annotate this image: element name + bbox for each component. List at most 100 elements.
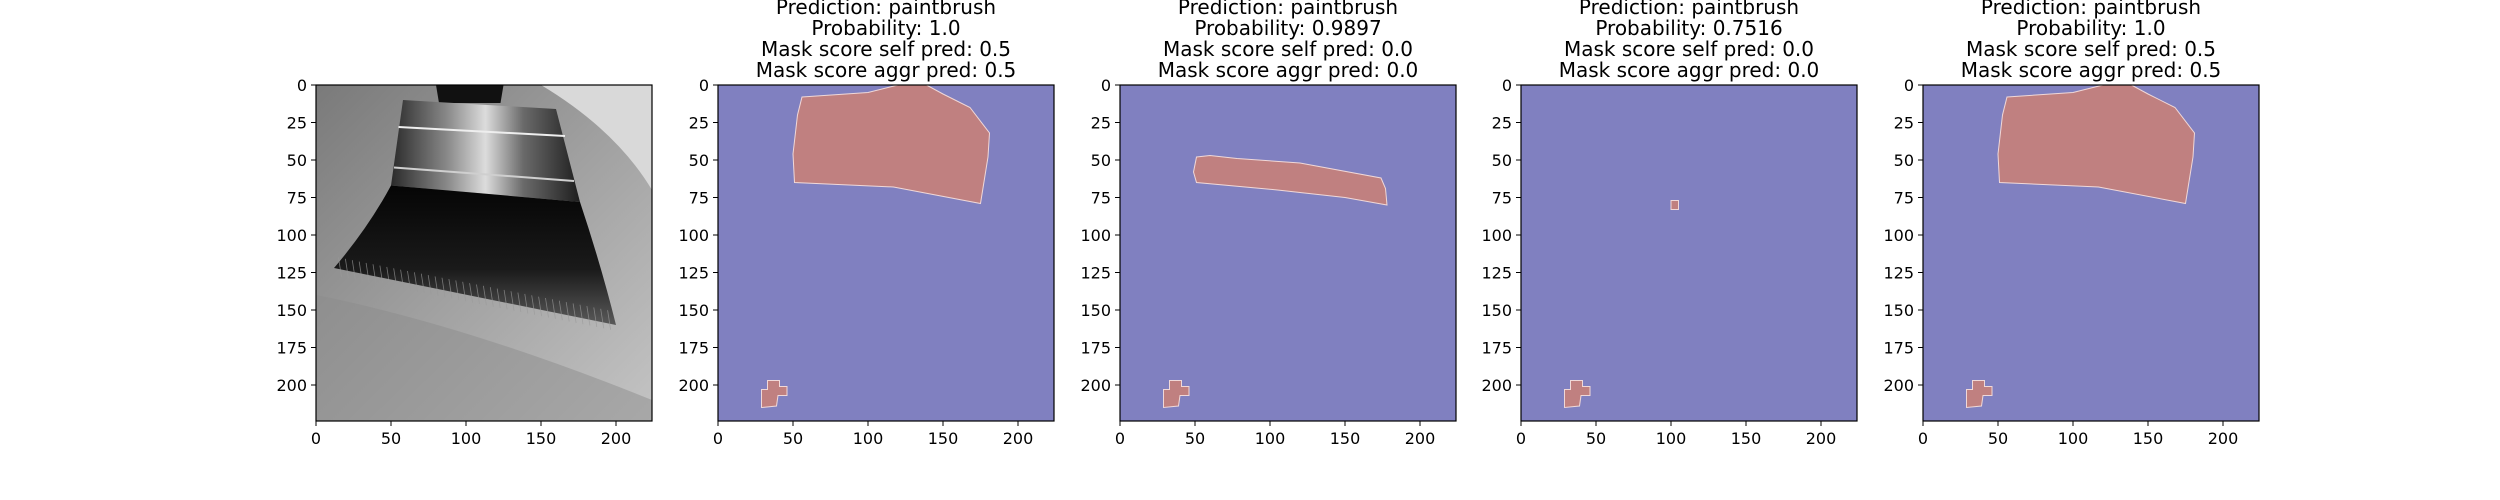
bristle-tip	[400, 269, 404, 290]
bristle-tip	[538, 296, 542, 317]
y-tick-label: 150	[1481, 301, 1512, 320]
title-line-3: Mask score self pred: 0.0	[1163, 37, 1413, 61]
x-tick-label: 50	[1185, 429, 1205, 448]
y-tick-label: 125	[678, 264, 709, 283]
bristle-tip	[469, 283, 473, 303]
ferrule-highlight	[393, 166, 575, 182]
title-line-4: Mask score aggr pred: 0.0	[1559, 58, 1820, 82]
title-line-3: Mask score self pred: 0.5	[761, 37, 1011, 61]
y-tick-label: 100	[1481, 226, 1512, 245]
y-tick-label: 25	[1894, 114, 1914, 133]
bristle-tip	[531, 295, 536, 315]
bristle-tip	[455, 280, 460, 301]
plot-area	[718, 85, 1054, 421]
brush-bristles	[334, 185, 616, 325]
y-tick-label: 100	[276, 226, 307, 245]
bristle-tip	[545, 297, 549, 318]
y-tick-label: 0	[699, 76, 709, 95]
x-tick-label: 0	[1115, 429, 1125, 448]
y-tick-label: 200	[276, 376, 307, 395]
mask-region-1	[792, 85, 991, 205]
bristle-tip	[503, 289, 508, 310]
bristle-tip	[386, 266, 391, 287]
y-tick-label: 125	[276, 264, 307, 283]
y-tick-label: 75	[287, 189, 307, 208]
axes-frame	[315, 84, 653, 422]
y-tick-label: 0	[1904, 76, 1914, 95]
bristle-tip	[489, 287, 494, 307]
y-tick-label: 175	[1481, 339, 1512, 358]
y-tick-label: 75	[689, 189, 709, 208]
y-tick-label: 125	[1080, 264, 1111, 283]
bristle-tip	[393, 268, 398, 288]
bristle-tip	[351, 260, 356, 280]
axes-frame	[1922, 84, 2260, 422]
bristle-tip	[517, 292, 522, 313]
photo-shadow	[316, 295, 652, 421]
panel-3: 0 50 100 150 200 0 25 50 75 100 125 150 175 200 Predic…	[1080, 0, 1457, 448]
y-tick-label: 0	[1101, 76, 1111, 95]
y-tick-label: 50	[1894, 151, 1914, 170]
x-tick-label: 200	[1806, 429, 1837, 448]
mask-region-2	[761, 380, 788, 409]
x-tick-label: 150	[1330, 429, 1361, 448]
bristle-tip	[483, 285, 487, 306]
y-tick-label: 25	[287, 114, 307, 133]
mask-region-1	[1997, 85, 2196, 205]
title-line-3: Mask score self pred: 0.0	[1564, 37, 1814, 61]
x-tick-label: 200	[1003, 429, 1034, 448]
bristle-tip	[496, 288, 501, 309]
bristle-tip	[448, 279, 453, 299]
x-tick-label: 0	[311, 429, 321, 448]
axes-frame	[1520, 84, 1858, 422]
y-tick-label: 125	[1481, 264, 1512, 283]
bristle-tip	[510, 291, 515, 311]
x-tick-label: 200	[601, 429, 632, 448]
y-tick-label: 50	[689, 151, 709, 170]
plot-area	[1120, 85, 1456, 421]
mask-background	[1120, 85, 1456, 421]
x-tick-label: 50	[381, 429, 401, 448]
y-tick-label: 150	[1883, 301, 1914, 320]
x-tick-label: 100	[451, 429, 482, 448]
y-tick-label: 150	[678, 301, 709, 320]
mask-region-2	[1163, 380, 1190, 409]
bristle-tip	[572, 303, 577, 323]
bristle-tip	[365, 262, 370, 283]
y-tick-label: 175	[1883, 339, 1914, 358]
x-tick-label: 50	[1586, 429, 1606, 448]
y-tick-label: 200	[1481, 376, 1512, 395]
x-tick-label: 100	[853, 429, 884, 448]
y-tick-label: 0	[297, 76, 307, 95]
bristle-tip	[579, 304, 584, 325]
y-tick-label: 50	[287, 151, 307, 170]
bristle-tip	[462, 281, 467, 302]
title-line-4: Mask score aggr pred: 0.0	[1158, 58, 1419, 82]
bristle-tip	[427, 274, 432, 295]
x-tick-label: 50	[1988, 429, 2008, 448]
title-line-1: Prediction: paintbrush	[776, 0, 996, 19]
x-tick-label: 150	[928, 429, 959, 448]
x-tick-label: 100	[1255, 429, 1286, 448]
y-tick-label: 100	[1080, 226, 1111, 245]
y-tick-label: 175	[276, 339, 307, 358]
bristle-tip	[593, 307, 598, 328]
y-tick-label: 175	[1080, 339, 1111, 358]
bristle-tip	[565, 301, 570, 322]
plot-area	[316, 85, 652, 421]
plot-area	[1521, 85, 1857, 421]
mask-region-2	[1966, 380, 1993, 409]
mask-background	[1521, 85, 1857, 421]
title-line-2: Probability: 0.7516	[1595, 16, 1782, 40]
photo-light-corner	[541, 85, 652, 190]
y-tick-label: 25	[1091, 114, 1111, 133]
bristle-tip	[338, 257, 342, 278]
bristle-tip	[420, 273, 425, 294]
y-tick-label: 75	[1894, 189, 1914, 208]
bristle-tip	[441, 277, 446, 298]
y-tick-label: 75	[1492, 189, 1512, 208]
y-tick-label: 50	[1091, 151, 1111, 170]
